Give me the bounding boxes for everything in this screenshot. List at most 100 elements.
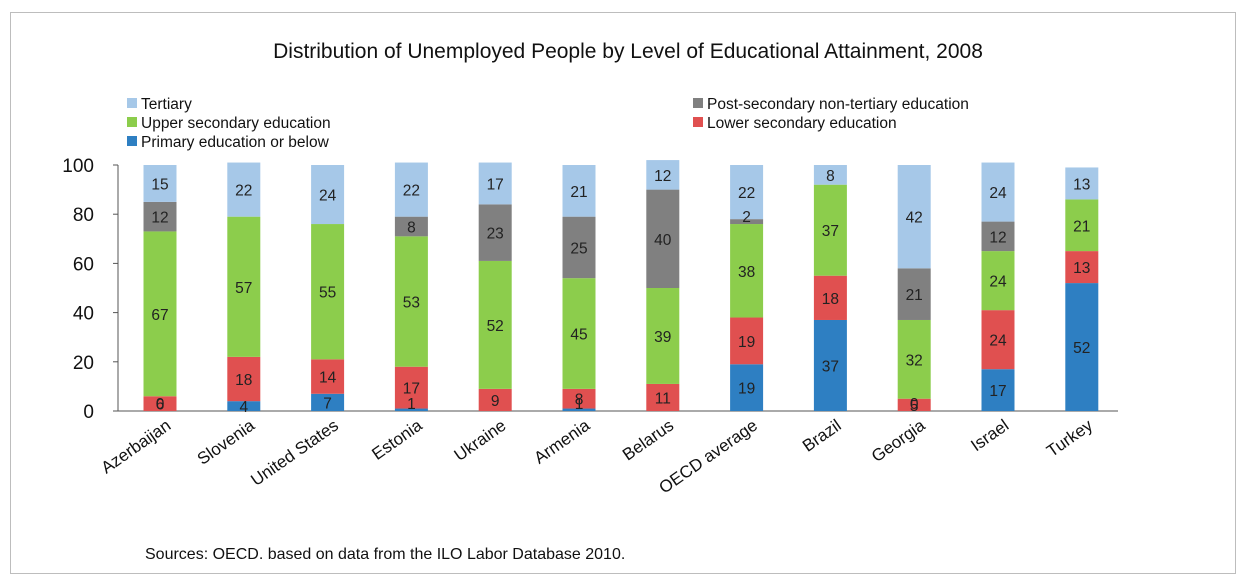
bar-segment <box>813 184 847 276</box>
data-label: 1 <box>575 396 584 413</box>
x-tick-label: Ukraine <box>451 416 510 465</box>
y-tick-label: 0 <box>83 402 94 423</box>
bar-segment <box>143 201 177 232</box>
data-label: 52 <box>1073 340 1090 357</box>
data-label: 2 <box>742 209 751 226</box>
bar-segment <box>562 388 596 409</box>
bar-segment <box>143 396 177 411</box>
data-label: 24 <box>989 185 1007 202</box>
data-label: 19 <box>738 334 755 351</box>
data-label: 22 <box>403 183 420 200</box>
data-label: 22 <box>738 185 755 202</box>
legend-label: Lower secondary education <box>707 115 897 132</box>
data-label: 38 <box>738 264 755 281</box>
data-label: 42 <box>906 210 923 227</box>
data-label: 53 <box>403 295 420 312</box>
data-label: 37 <box>822 358 839 375</box>
bar-segment <box>646 160 680 190</box>
data-label: 67 <box>151 307 168 324</box>
data-label: 23 <box>487 226 504 243</box>
data-label: 12 <box>654 168 671 185</box>
bar-segment <box>730 219 764 225</box>
bar-segment <box>311 165 345 225</box>
data-label: 14 <box>319 370 337 387</box>
legend: Tertiary Upper secondary education Primary… <box>127 96 969 151</box>
data-label: 21 <box>570 184 587 201</box>
legend-label: Upper secondary education <box>141 115 331 132</box>
data-label: 57 <box>235 280 252 297</box>
bar-segment <box>981 221 1015 252</box>
data-label: 39 <box>654 329 671 346</box>
bar-segment <box>730 317 764 365</box>
data-label: 18 <box>822 291 839 308</box>
bar-segment <box>1065 167 1099 200</box>
bar-segment <box>311 393 345 411</box>
data-label: 25 <box>570 240 587 257</box>
data-label: 0 <box>156 396 165 413</box>
data-label: 0 <box>910 396 919 413</box>
x-tick-label: Brazil <box>799 416 845 456</box>
y-tick-label: 60 <box>73 254 94 275</box>
bar-segment <box>730 165 764 220</box>
data-label: 8 <box>575 392 584 409</box>
bar-segment <box>813 319 847 411</box>
data-label: 17 <box>487 176 504 193</box>
x-tick-label: Israel <box>967 416 1012 455</box>
bar-segment <box>730 364 764 411</box>
legend-swatch <box>693 117 703 127</box>
x-tick-label: Georgia <box>868 415 929 466</box>
data-label: 4 <box>239 399 248 416</box>
data-label: 18 <box>235 372 252 389</box>
bar-segment <box>227 356 261 402</box>
data-label: 13 <box>1073 260 1090 277</box>
legend-swatch <box>127 136 137 146</box>
data-label: 19 <box>738 381 755 398</box>
legend-swatch <box>693 98 703 108</box>
data-label: 22 <box>235 183 252 200</box>
data-labels: 0667121541857227145524117538229522317184… <box>151 168 1090 416</box>
data-label: 40 <box>654 232 672 249</box>
bar-segment <box>562 408 596 411</box>
x-tick-label: Estonia <box>368 415 426 463</box>
bar-segment <box>981 369 1015 411</box>
y-axis: 0 20 40 60 80 1 0 0 <box>62 156 1118 423</box>
data-label: 17 <box>403 381 420 398</box>
x-tick-label: Belarus <box>619 416 677 465</box>
data-label: 24 <box>989 274 1007 291</box>
data-label: 21 <box>1073 218 1090 235</box>
y-tick-label: 80 <box>73 205 94 226</box>
bar-segment <box>478 388 512 411</box>
bar-segment <box>311 224 345 360</box>
bar-segment <box>394 162 428 217</box>
x-tick-label: Turkey <box>1043 415 1096 460</box>
bar-segment <box>478 204 512 261</box>
bar-segment <box>646 383 680 411</box>
bar-segment <box>897 268 931 320</box>
data-label: 5 <box>910 398 919 415</box>
bar-segment <box>897 165 931 269</box>
x-tick-label: United States <box>247 416 342 490</box>
source-note: Sources: OECD. based on data from the IL… <box>145 546 625 563</box>
bar-segment <box>227 162 261 217</box>
x-tick-label: Armenia <box>531 415 594 467</box>
data-label: 12 <box>151 210 168 227</box>
bar-segment <box>981 310 1015 370</box>
data-label: 17 <box>989 383 1006 400</box>
data-label: 12 <box>989 229 1006 246</box>
bar-segment <box>227 216 261 357</box>
bar-segment <box>897 398 931 411</box>
data-label: 8 <box>826 168 835 185</box>
data-label: 9 <box>491 393 500 410</box>
data-label: 45 <box>570 327 587 344</box>
bars <box>143 160 1099 411</box>
bar-segment <box>143 231 177 397</box>
y-tick-label: 20 <box>73 353 94 374</box>
x-tick-label: Azerbaijan <box>98 416 175 478</box>
bar-segment <box>394 216 428 237</box>
bar-segment <box>311 359 345 394</box>
data-label: 15 <box>151 176 168 193</box>
chart-frame <box>10 12 1236 574</box>
data-label: 21 <box>906 287 923 304</box>
